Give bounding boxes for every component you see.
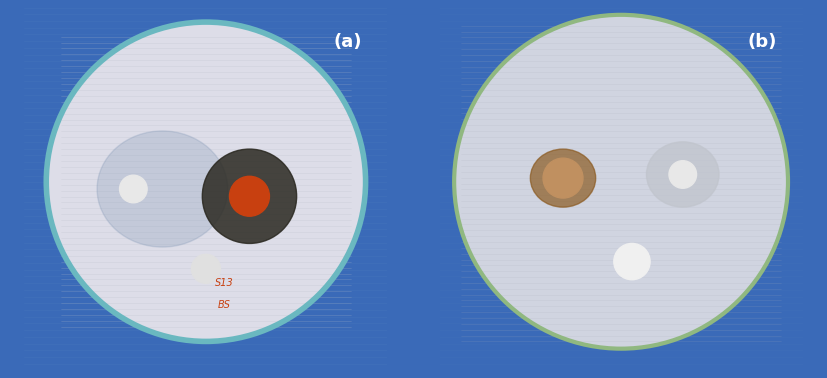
Circle shape — [669, 161, 696, 188]
Ellipse shape — [97, 131, 227, 247]
Text: (a): (a) — [333, 33, 362, 51]
Ellipse shape — [203, 149, 297, 243]
Ellipse shape — [454, 15, 788, 349]
Text: S13: S13 — [215, 278, 233, 288]
Circle shape — [614, 243, 650, 280]
Ellipse shape — [647, 142, 719, 207]
Ellipse shape — [46, 22, 366, 341]
Text: (b): (b) — [748, 33, 777, 51]
Circle shape — [120, 175, 147, 203]
Circle shape — [543, 158, 583, 198]
Text: BS: BS — [218, 300, 231, 310]
Circle shape — [191, 254, 221, 284]
Ellipse shape — [530, 149, 595, 207]
Circle shape — [230, 176, 270, 216]
